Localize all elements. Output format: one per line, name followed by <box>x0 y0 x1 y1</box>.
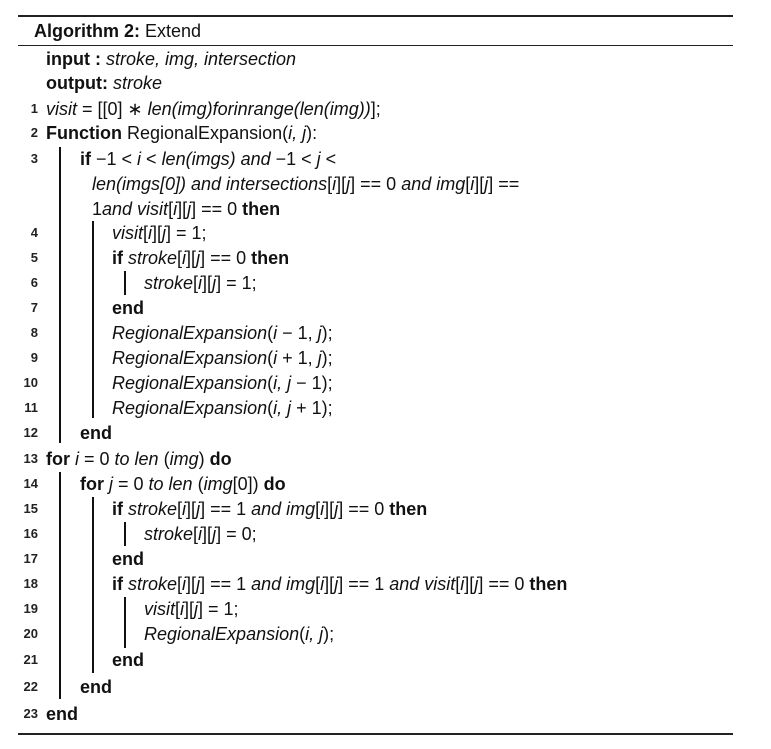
line-number: 17 <box>23 551 38 566</box>
code-text: if −1 < i < len(imgs) and −1 < j < <box>80 149 337 169</box>
code-text: stroke[i][j] = 0; <box>144 524 257 544</box>
code-text: RegionalExpansion(i, j − 1); <box>112 373 333 393</box>
code-text: visit[i][j] = 1; <box>144 599 239 619</box>
code-text: RegionalExpansion(i + 1, j); <box>112 348 333 368</box>
code-text: end <box>112 650 145 670</box>
input-separator: : <box>89 49 101 69</box>
line-number: 22 <box>23 679 38 694</box>
code-text: visit = [[0] ∗ len(img)forinrange(len(im… <box>46 99 381 119</box>
line-number: 1 <box>30 101 38 116</box>
code-text: RegionalExpansion(i, j + 1); <box>112 398 333 418</box>
block-bar-function <box>59 147 61 443</box>
code-text: for j = 0 to len (img[0]) do <box>80 474 286 494</box>
line-number: 11 <box>24 400 38 415</box>
block-bar-for-j <box>92 497 94 673</box>
code-text: stroke[i][j] = 1; <box>144 273 257 293</box>
line-number: 13 <box>23 451 38 466</box>
block-bar-if-outer <box>92 221 94 418</box>
code-text: end <box>80 677 113 697</box>
line-number: 9 <box>30 350 38 365</box>
code-text: end <box>112 298 145 318</box>
code-text: for i = 0 to len (img) do <box>46 449 232 469</box>
code-text: Function RegionalExpansion(i, j): <box>46 123 318 143</box>
line-number: 15 <box>23 501 38 516</box>
code-text: RegionalExpansion(i, j); <box>144 624 335 644</box>
caption-rule <box>18 45 733 46</box>
code-text: 1and visit[i][j] == 0 then <box>92 199 281 219</box>
line-number: 6 <box>30 275 38 290</box>
line-number: 18 <box>23 576 38 591</box>
code-text: end <box>80 423 113 443</box>
code-text: if stroke[i][j] == 1 and img[i][j] == 0 … <box>112 499 428 519</box>
bottom-rule <box>18 733 733 735</box>
output-line: output: stroke <box>46 71 162 95</box>
line-number: 2 <box>30 125 38 140</box>
code-text: visit[i][j] = 1; <box>112 223 207 243</box>
line-number: 21 <box>23 652 38 667</box>
line-number: 12 <box>23 425 38 440</box>
line-number: 19 <box>23 601 38 616</box>
block-bar-if-stroke <box>124 271 126 295</box>
line-number: 16 <box>23 526 38 541</box>
algorithm-label: Algorithm 2: <box>34 21 140 41</box>
line-number: 3 <box>30 151 38 166</box>
input-keyword: input <box>46 49 90 69</box>
code-text: RegionalExpansion(i − 1, j); <box>112 323 333 343</box>
line-number: 4 <box>30 225 38 240</box>
input-values: stroke, img, intersection <box>106 49 297 69</box>
line-number: 14 <box>23 476 38 491</box>
code-text: if stroke[i][j] == 1 and img[i][j] == 1 … <box>112 574 568 594</box>
algorithm-name: Extend <box>145 21 202 41</box>
code-text: if stroke[i][j] == 0 then <box>112 248 290 268</box>
top-rule <box>18 15 733 17</box>
line-number: 5 <box>30 250 38 265</box>
block-bar-if-expand <box>124 597 126 648</box>
input-line: input : stroke, img, intersection <box>46 47 296 71</box>
block-bar-for-i <box>59 472 61 699</box>
line-number: 8 <box>30 325 38 340</box>
code-text: end <box>46 704 79 724</box>
line-number: 10 <box>23 375 38 390</box>
line-number: 7 <box>30 300 38 315</box>
line-number: 23 <box>23 706 38 721</box>
output-values: stroke <box>112 73 163 93</box>
output-keyword: output: <box>46 73 108 93</box>
code-text: len(imgs[0]) and intersections[i][j] == … <box>92 174 520 194</box>
algorithm-caption: Algorithm 2: Extend <box>34 19 201 43</box>
line-number: 20 <box>23 626 38 641</box>
code-text: end <box>112 549 145 569</box>
block-bar-if-erase <box>124 522 126 546</box>
